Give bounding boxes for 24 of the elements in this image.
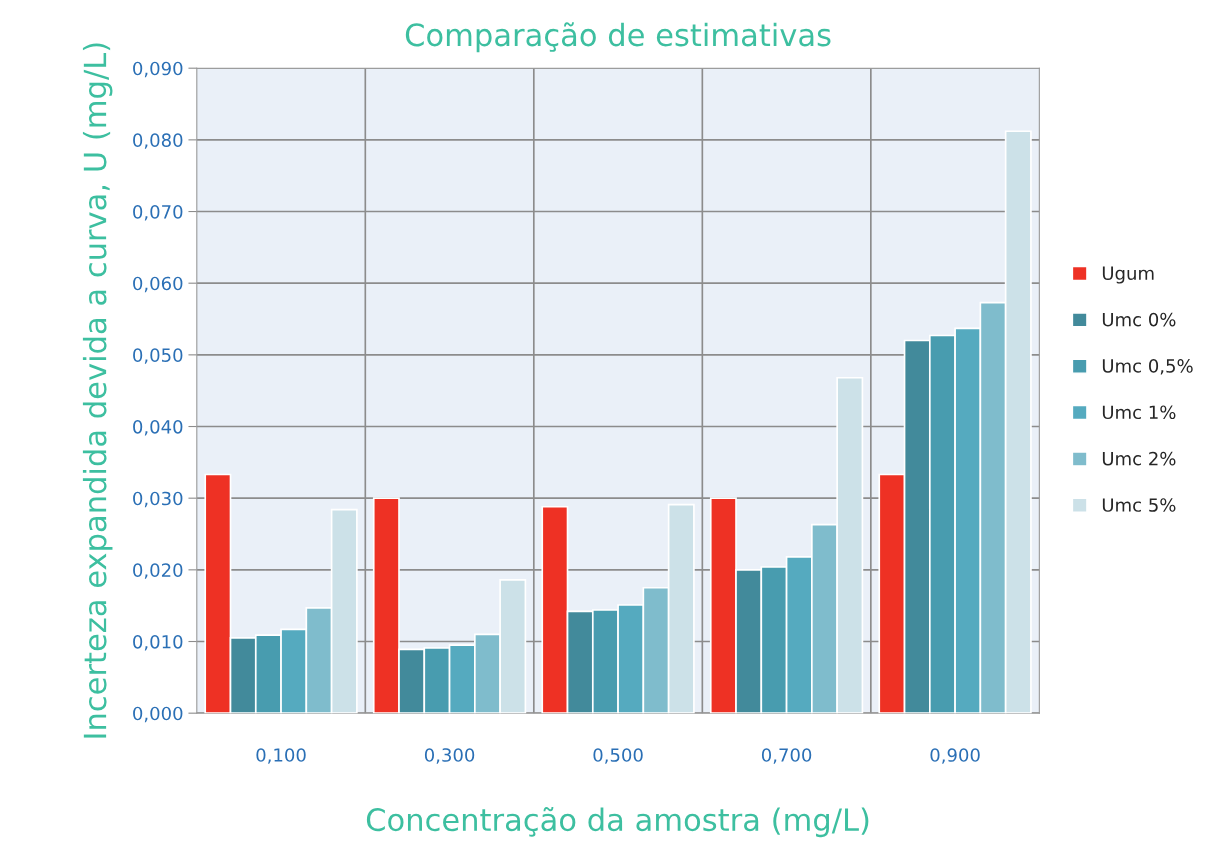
y-axis-title: Incerteza expandida devida a curva, U (mg/L) (82, 43, 113, 738)
y-tick-label: 0,050 (133, 348, 183, 364)
x-tick-label: 0,700 (761, 748, 812, 764)
chart-title: Comparação de estimativas (405, 22, 831, 53)
y-tick-label: 0,070 (133, 204, 183, 221)
legend-label: Umc 1% (1102, 405, 1176, 420)
x-tick-label: 0,300 (424, 748, 475, 764)
y-tick-label: 0,030 (133, 491, 183, 508)
y-tick-label: 0,010 (133, 634, 183, 651)
y-tick-label: 0,080 (133, 133, 183, 149)
y-tick-label: 0,020 (133, 563, 183, 579)
legend-label: Umc 0,5% (1102, 359, 1193, 375)
y-tick-label: 0,090 (133, 61, 183, 78)
x-tick-label: 0,900 (930, 748, 980, 764)
legend-label: Umc 0% (1102, 312, 1176, 327)
x-axis-title: Concentração da amostra (mg/L) (366, 807, 869, 838)
legend-label: Umc 5% (1102, 498, 1176, 512)
legend-label: Ugum (1102, 266, 1154, 284)
y-tick-label: 0,000 (133, 706, 183, 723)
legend-label: Umc 2% (1102, 451, 1176, 466)
x-tick-label: 0,100 (256, 748, 306, 764)
y-tick-label: 0,040 (133, 419, 183, 436)
y-tick-label: 0,060 (133, 276, 183, 293)
x-tick-label: 0,500 (593, 748, 643, 764)
